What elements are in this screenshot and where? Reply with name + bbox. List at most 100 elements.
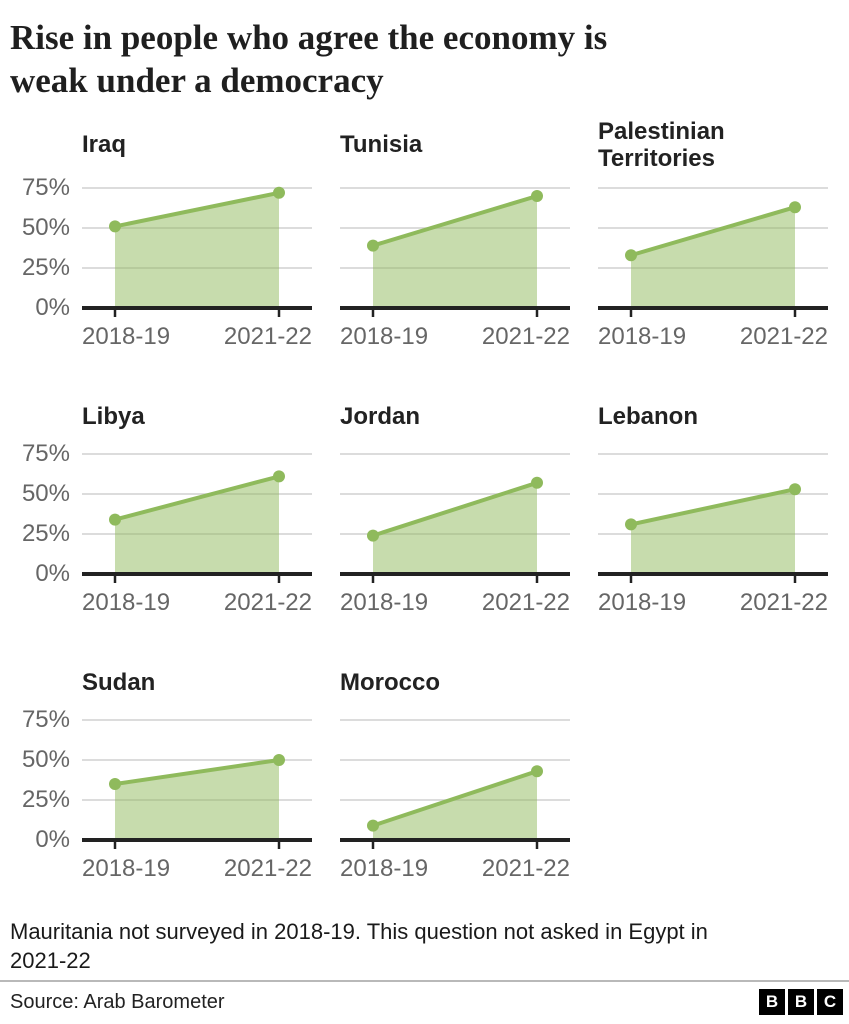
bbc-logo-block-b1: B — [759, 989, 785, 1015]
x-axis-line — [82, 305, 312, 310]
x-axis-labels: 2018-19 2021-22 — [340, 323, 570, 351]
trend-line — [371, 193, 539, 248]
y-axis-labels: 75% 50% 25% 0% — [10, 174, 82, 321]
bbc-logo-block-b2: B — [788, 989, 814, 1015]
source-row: Source: Arab Barometer B B C — [0, 982, 849, 1024]
x-tick-label: 2018-19 — [598, 322, 687, 350]
x-tick-label: 2021-22 — [481, 854, 570, 882]
axis-tick — [113, 575, 117, 583]
x-tick-label: 2021-22 — [223, 322, 312, 350]
data-point — [789, 200, 801, 213]
x-axis-line — [340, 571, 570, 576]
chart-panel-palestinian-territories: Palestinian Territories 2018-19 2021-22 — [598, 113, 828, 351]
chart-title: Palestinian Territories — [598, 117, 725, 172]
area-chart — [82, 719, 312, 849]
y-tick-label: 50% — [21, 479, 70, 507]
x-tick-label: 2018-19 — [598, 588, 687, 616]
area-chart — [340, 453, 570, 583]
y-axis-labels: 75% 50% 25% 0% — [10, 706, 82, 853]
x-tick-label: 2018-19 — [82, 322, 171, 350]
chart-panel-morocco: Morocco 2018-19 2021-22 — [340, 657, 570, 883]
x-tick-label: 2021-22 — [223, 854, 312, 882]
axis-tick — [535, 841, 539, 849]
area-chart — [82, 453, 312, 583]
bbc-logo-block-c: C — [817, 989, 843, 1015]
y-tick-label: 75% — [21, 439, 70, 467]
x-axis-labels: 2018-19 2021-22 — [82, 323, 312, 351]
axis-tick — [113, 841, 117, 849]
y-axis-labels: 75% 50% 25% 0% — [10, 440, 82, 587]
trend-line — [629, 486, 797, 527]
x-tick-label: 2018-19 — [340, 588, 429, 616]
trend-line — [629, 204, 797, 257]
area-fill — [631, 488, 795, 574]
chart-panel-lebanon: Lebanon 2018-19 2021-22 — [598, 391, 828, 617]
axis-tick — [371, 841, 375, 849]
data-point — [367, 239, 379, 252]
data-point — [625, 518, 637, 531]
chart-title: Tunisia — [340, 131, 423, 159]
chart-title: Iraq — [82, 131, 127, 159]
x-axis-line — [598, 305, 828, 310]
x-tick-label: 2018-19 — [340, 322, 429, 350]
x-tick-label: 2021-22 — [739, 322, 828, 350]
trend-line — [371, 768, 539, 828]
x-axis-labels: 2018-19 2021-22 — [82, 855, 312, 883]
trend-line — [113, 474, 281, 522]
data-point — [109, 777, 121, 790]
bbc-logo: B B C — [759, 989, 843, 1015]
y-tick-label: 0% — [35, 559, 70, 587]
area-chart — [340, 719, 570, 849]
area-fill — [115, 476, 279, 574]
trend-line — [371, 480, 539, 538]
data-point — [789, 482, 801, 495]
x-axis-line — [598, 571, 828, 576]
x-axis-labels: 2018-19 2021-22 — [598, 589, 828, 617]
y-tick-label: 75% — [21, 173, 70, 201]
axis-tick — [113, 309, 117, 317]
chart-title: Libya — [82, 403, 145, 431]
area-chart — [598, 187, 828, 317]
chart-title: Jordan — [340, 403, 421, 431]
y-tick-label: 25% — [21, 253, 70, 281]
area-fill — [373, 195, 537, 308]
y-tick-label: 75% — [21, 705, 70, 733]
x-tick-label: 2021-22 — [481, 322, 570, 350]
page-title: Rise in people who agree the economy is … — [0, 16, 849, 103]
footnote-line-1: Mauritania not surveyed in 2018-19. This… — [10, 918, 708, 944]
y-tick-label: 50% — [21, 745, 70, 773]
chart-panel-jordan: Jordan 2018-19 2021-22 — [340, 391, 570, 617]
y-tick-label: 0% — [35, 825, 70, 853]
data-point — [531, 764, 543, 777]
data-point — [367, 819, 379, 832]
area-chart — [340, 187, 570, 317]
chart-panel-tunisia: Tunisia 2018-19 2021-22 — [340, 113, 570, 351]
axis-tick — [277, 309, 281, 317]
x-axis-labels: 2018-19 2021-22 — [340, 589, 570, 617]
x-axis-line — [340, 837, 570, 842]
area-chart — [598, 453, 828, 583]
x-tick-label: 2021-22 — [739, 588, 828, 616]
x-axis-labels: 2018-19 2021-22 — [340, 855, 570, 883]
y-tick-label: 25% — [21, 519, 70, 547]
axis-tick — [629, 309, 633, 317]
area-fill — [631, 206, 795, 308]
data-point — [531, 476, 543, 489]
axis-tick — [793, 309, 797, 317]
chart-title: Morocco — [340, 669, 441, 697]
x-axis-line — [82, 571, 312, 576]
footer-divider — [0, 980, 849, 982]
area-fill — [373, 770, 537, 840]
page-title-line-2: weak under a democracy — [10, 61, 384, 101]
axis-tick — [629, 575, 633, 583]
x-tick-label: 2021-22 — [223, 588, 312, 616]
data-point — [273, 186, 285, 199]
axis-tick — [535, 309, 539, 317]
charts-grid: Iraq 75% 50% 25% 0% 2018-19 2021-22 Tunisia 2018… — [0, 113, 849, 883]
data-point — [273, 470, 285, 483]
axis-tick — [277, 575, 281, 583]
data-point — [109, 513, 121, 526]
data-point — [625, 248, 637, 261]
area-chart — [82, 186, 312, 317]
